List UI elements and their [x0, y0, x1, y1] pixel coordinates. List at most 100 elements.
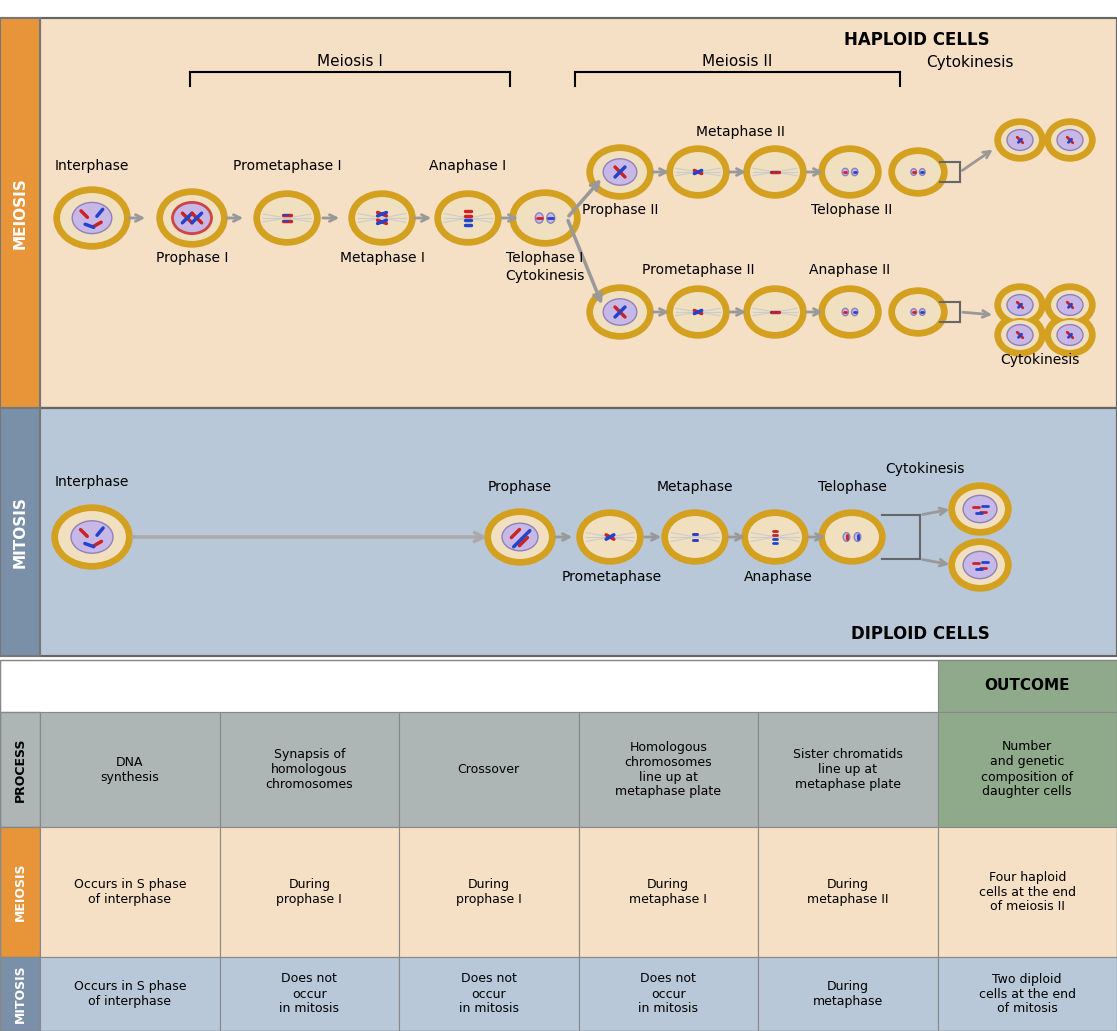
Ellipse shape — [949, 483, 1011, 535]
Ellipse shape — [824, 516, 880, 559]
Ellipse shape — [750, 291, 801, 333]
Text: Meiosis II: Meiosis II — [703, 55, 773, 69]
Text: Number
and genetic
composition of
daughter cells: Number and genetic composition of daught… — [981, 740, 1073, 798]
Bar — [399, 957, 579, 1031]
Bar — [0, 18, 1117, 408]
Bar — [399, 827, 579, 957]
Bar — [40, 408, 1117, 656]
Ellipse shape — [819, 286, 881, 338]
Bar — [220, 827, 399, 957]
Ellipse shape — [995, 284, 1046, 326]
Text: Cytokinesis: Cytokinesis — [1001, 353, 1080, 367]
Ellipse shape — [52, 505, 132, 569]
Ellipse shape — [1046, 284, 1095, 326]
Bar — [937, 957, 1117, 1031]
Ellipse shape — [894, 153, 942, 191]
Ellipse shape — [157, 189, 227, 247]
Ellipse shape — [910, 169, 917, 175]
Ellipse shape — [1057, 325, 1083, 345]
Ellipse shape — [1000, 319, 1040, 351]
Bar — [937, 660, 1117, 712]
Text: Telophase I: Telophase I — [506, 251, 583, 265]
Ellipse shape — [672, 151, 724, 193]
Ellipse shape — [744, 286, 806, 338]
Text: Four haploid
cells at the end
of meiosis II: Four haploid cells at the end of meiosis… — [978, 870, 1076, 913]
Ellipse shape — [435, 191, 502, 245]
Bar — [0, 660, 1117, 1031]
Text: MITOSIS: MITOSIS — [13, 965, 27, 1024]
Ellipse shape — [592, 149, 648, 194]
Text: Prophase I: Prophase I — [155, 251, 228, 265]
Ellipse shape — [502, 523, 538, 551]
Ellipse shape — [254, 191, 319, 245]
Ellipse shape — [354, 196, 410, 240]
Bar — [579, 827, 758, 957]
Bar — [937, 827, 1117, 957]
Text: OUTCOME: OUTCOME — [984, 678, 1070, 694]
Ellipse shape — [949, 539, 1011, 591]
Ellipse shape — [954, 544, 1006, 586]
Text: During
metaphase I: During metaphase I — [629, 878, 707, 906]
Ellipse shape — [162, 194, 222, 242]
Text: Interphase: Interphase — [55, 159, 130, 173]
Ellipse shape — [747, 516, 803, 559]
Text: Occurs in S phase
of interphase: Occurs in S phase of interphase — [74, 980, 187, 1008]
Ellipse shape — [995, 314, 1046, 356]
Ellipse shape — [71, 521, 113, 554]
Text: Crossover: Crossover — [458, 763, 519, 776]
Bar — [0, 660, 1117, 712]
Text: Homologous
chromosomes
line up at
metaphase plate: Homologous chromosomes line up at metaph… — [615, 740, 722, 798]
Ellipse shape — [963, 495, 996, 523]
Ellipse shape — [1057, 295, 1083, 315]
Ellipse shape — [842, 308, 849, 315]
Ellipse shape — [819, 510, 885, 564]
Ellipse shape — [889, 148, 947, 196]
Ellipse shape — [59, 192, 125, 244]
Ellipse shape — [440, 196, 496, 240]
Text: Cytokinesis: Cytokinesis — [505, 269, 584, 282]
Text: Occurs in S phase
of interphase: Occurs in S phase of interphase — [74, 878, 187, 906]
Ellipse shape — [919, 169, 925, 175]
Bar — [220, 957, 399, 1031]
Ellipse shape — [851, 308, 858, 315]
Text: Does not
occur
in mitosis: Does not occur in mitosis — [279, 972, 340, 1016]
Text: Prometaphase: Prometaphase — [562, 570, 662, 584]
Ellipse shape — [667, 146, 729, 198]
Text: Prophase: Prophase — [488, 480, 552, 494]
Text: Does not
occur
in mitosis: Does not occur in mitosis — [459, 972, 518, 1016]
Ellipse shape — [1008, 325, 1033, 345]
Ellipse shape — [662, 510, 728, 564]
Text: Sister chromatids
line up at
metaphase plate: Sister chromatids line up at metaphase p… — [793, 749, 903, 791]
Ellipse shape — [742, 510, 808, 564]
Ellipse shape — [1050, 124, 1090, 156]
Text: Two diploid
cells at the end
of mitosis: Two diploid cells at the end of mitosis — [978, 972, 1076, 1016]
Text: MEIOSIS: MEIOSIS — [12, 177, 28, 248]
Bar — [0, 408, 40, 656]
Ellipse shape — [1050, 289, 1090, 321]
Ellipse shape — [73, 202, 112, 234]
Text: PROCESS: PROCESS — [13, 737, 27, 802]
Ellipse shape — [851, 168, 858, 175]
Ellipse shape — [963, 552, 996, 578]
Bar — [40, 827, 220, 957]
Text: Prometaphase II: Prometaphase II — [642, 263, 754, 277]
Text: Meiosis I: Meiosis I — [317, 55, 383, 69]
Ellipse shape — [349, 191, 416, 245]
Text: Anaphase I: Anaphase I — [429, 159, 507, 173]
Text: Cytokinesis: Cytokinesis — [886, 462, 965, 476]
Ellipse shape — [672, 291, 724, 333]
Text: Anaphase: Anaphase — [744, 570, 812, 584]
Text: Metaphase II: Metaphase II — [696, 125, 784, 139]
Ellipse shape — [1057, 130, 1083, 151]
Ellipse shape — [889, 288, 947, 336]
Text: Prophase II: Prophase II — [582, 203, 658, 217]
Text: Metaphase: Metaphase — [657, 480, 733, 494]
Text: Prometaphase I: Prometaphase I — [232, 159, 342, 173]
Bar — [758, 712, 937, 827]
Text: DNA
synthesis: DNA synthesis — [101, 756, 159, 784]
Text: DIPLOID CELLS: DIPLOID CELLS — [851, 625, 990, 643]
Bar — [758, 827, 937, 957]
Bar — [758, 957, 937, 1031]
Ellipse shape — [667, 516, 723, 559]
Ellipse shape — [515, 195, 575, 241]
